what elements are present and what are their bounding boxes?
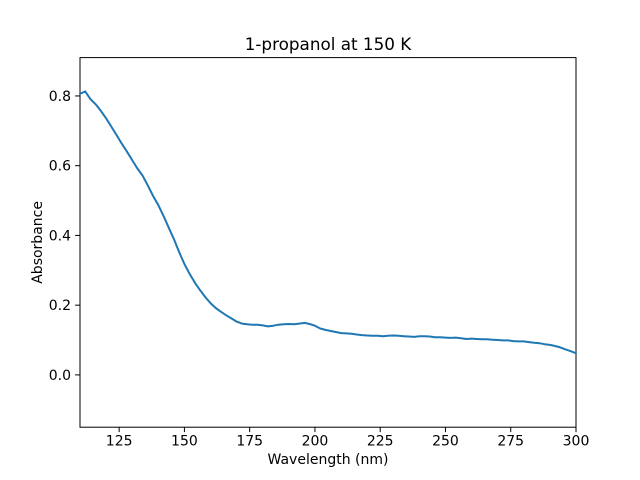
- data-series: [79, 90, 577, 355]
- x-tick-label: 300: [563, 434, 590, 450]
- x-axis-label: Wavelength (nm): [268, 452, 389, 468]
- y-axis-label: Absorbance: [30, 201, 46, 284]
- x-axis-ticks: 125 150 175 200 225 250 275 300: [106, 427, 590, 450]
- y-tick-label: 0.0: [49, 368, 71, 384]
- y-tick-label: 0.4: [49, 228, 71, 244]
- y-tick-label: 0.8: [49, 89, 71, 105]
- x-tick-label: 200: [302, 434, 329, 450]
- plot-area: [79, 57, 577, 428]
- y-axis-ticks: 0.0 0.2 0.4 0.6 0.8: [49, 89, 80, 384]
- y-tick-label: 0.2: [49, 298, 71, 314]
- x-tick-label: 275: [497, 434, 524, 450]
- x-tick-label: 175: [236, 434, 263, 450]
- x-tick-label: 250: [432, 434, 459, 450]
- x-tick-label: 225: [367, 434, 394, 450]
- y-tick-label: 0.6: [49, 159, 71, 175]
- x-tick-label: 125: [106, 434, 133, 450]
- x-tick-label: 150: [171, 434, 198, 450]
- chart-title: 1-propanol at 150 K: [245, 34, 413, 54]
- series-line-absorbance-spectrum: [79, 90, 577, 355]
